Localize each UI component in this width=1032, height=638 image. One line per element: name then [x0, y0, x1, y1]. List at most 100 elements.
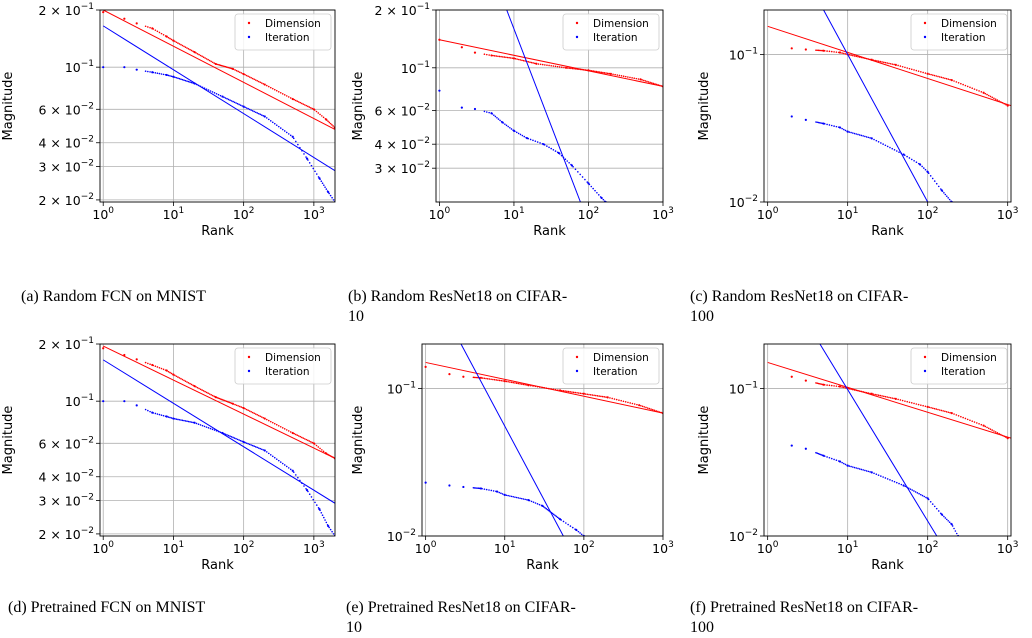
x-tick-label: 100 — [757, 540, 779, 556]
dimension-point — [160, 367, 163, 370]
dimension-point — [204, 390, 206, 393]
dimension-point — [589, 69, 591, 72]
iteration-point — [865, 470, 868, 472]
dimension-point — [960, 82, 962, 85]
iteration-point — [944, 517, 947, 519]
iteration-point — [862, 135, 864, 137]
dimension-point — [310, 441, 312, 443]
dimension-point — [620, 399, 622, 402]
dimension-point — [605, 396, 607, 398]
dimension-point — [193, 385, 196, 388]
dimension-point — [256, 79, 259, 82]
dimension-point — [588, 393, 590, 396]
iteration-point — [180, 419, 182, 421]
iteration-point — [325, 188, 328, 190]
dimension-point — [530, 384, 532, 387]
dimension-point — [257, 414, 260, 417]
dimension-point — [260, 416, 263, 418]
iteration-point — [900, 483, 903, 486]
dimension-point — [516, 58, 518, 60]
y-tick-label: 10−1 — [387, 380, 416, 396]
legend-marker-dimension — [923, 21, 927, 25]
legend-marker-dimension — [247, 355, 251, 359]
iteration-point — [860, 468, 863, 471]
iteration-point — [219, 431, 222, 434]
dimension-point — [250, 410, 252, 413]
dimension-point — [627, 401, 629, 404]
dimension-point — [647, 81, 650, 83]
dimension-point — [123, 353, 126, 357]
dimension-point — [235, 404, 238, 407]
x-tick-label: 101 — [837, 206, 859, 222]
dimension-point — [169, 37, 171, 40]
legend-label-dimension: Dimension — [265, 18, 321, 30]
dimension-point — [955, 81, 958, 83]
dimension-point — [601, 395, 604, 398]
dimension-point — [886, 396, 889, 398]
iteration-point — [241, 105, 243, 107]
dimension-point — [975, 422, 978, 424]
dimension-point — [938, 409, 941, 411]
dimension-point — [291, 97, 294, 101]
iteration-point — [509, 126, 511, 129]
dimension-point — [275, 89, 278, 92]
dimension-point — [947, 78, 950, 80]
dimension-point — [285, 95, 288, 97]
iteration-point — [297, 476, 299, 479]
dimension-point — [244, 73, 246, 76]
dimension-point — [505, 56, 507, 59]
iteration-point — [181, 78, 184, 81]
iteration-point — [538, 503, 541, 506]
dimension-point — [852, 54, 854, 57]
iteration-point — [842, 462, 845, 465]
iteration-point — [855, 133, 858, 135]
dimension-point — [908, 67, 911, 70]
iteration-point — [260, 114, 263, 116]
caption-d: (d) Pretrained FCN on MNIST — [8, 599, 206, 616]
iteration-point — [263, 115, 266, 118]
caption-b: (b) Random ResNet18 on CIFAR- 10 — [348, 288, 568, 325]
dimension-point — [319, 447, 321, 450]
dimension-point — [643, 406, 646, 408]
dimension-point — [637, 78, 640, 80]
dimension-point — [240, 406, 243, 408]
dimension-point — [790, 47, 793, 50]
iteration-point — [943, 515, 945, 518]
dimension-point — [996, 99, 999, 101]
dimension-point — [519, 59, 522, 61]
dimension-point — [894, 63, 897, 66]
iteration-point — [869, 137, 871, 139]
iteration-point — [935, 182, 938, 185]
dimension-point — [618, 399, 620, 401]
dimension-point — [294, 99, 297, 102]
dimension-point — [881, 395, 883, 397]
dimension-point — [842, 386, 845, 389]
dimension-point — [940, 409, 943, 412]
dimension-point — [949, 78, 951, 81]
iteration-point — [500, 120, 503, 123]
iteration-point — [565, 522, 567, 524]
dimension-point — [950, 78, 953, 82]
dimension-point — [254, 413, 257, 415]
iteration-point — [579, 173, 582, 176]
dimension-point — [926, 405, 929, 408]
iteration-point — [560, 154, 563, 157]
dimension-point — [850, 388, 852, 390]
iteration-point — [329, 194, 332, 197]
dimension-point — [181, 378, 184, 381]
iteration-point — [203, 87, 206, 89]
iteration-point — [207, 427, 210, 429]
dimension-point — [281, 427, 284, 429]
iteration-point — [331, 530, 333, 533]
dimension-point — [522, 59, 525, 62]
dimension-point — [279, 425, 282, 428]
axes-frame — [763, 9, 1012, 203]
dimension-point — [302, 437, 305, 439]
iteration-point — [197, 423, 200, 425]
dimension-point — [823, 384, 826, 386]
dimension-point — [609, 397, 611, 399]
dimension-point — [234, 403, 236, 406]
dimension-point — [498, 379, 501, 382]
iteration-point — [945, 195, 948, 197]
dimension-point — [817, 49, 820, 52]
